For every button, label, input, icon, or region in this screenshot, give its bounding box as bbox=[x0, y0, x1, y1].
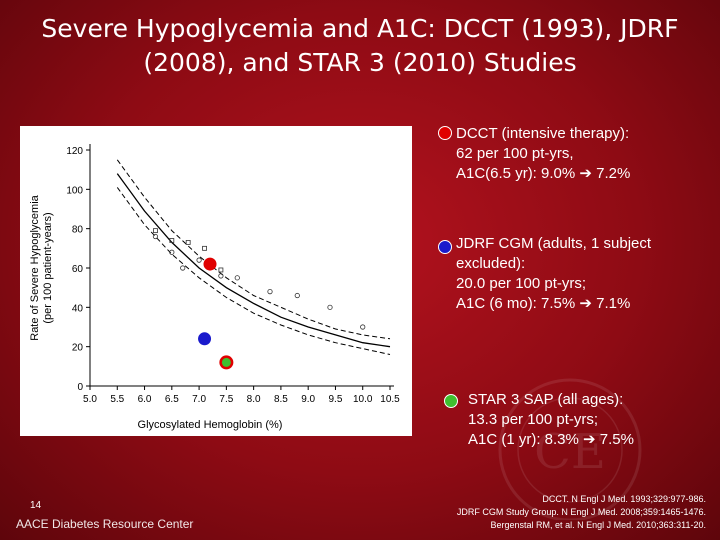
page-number: 14 bbox=[30, 500, 42, 511]
x-tick-label: 5.0 bbox=[83, 394, 97, 405]
legend-jdrf-line-1: JDRF CGM (adults, 1 subject bbox=[456, 235, 652, 252]
citation-2: JDRF CGM Study Group. N Engl J Med. 2008… bbox=[456, 507, 706, 517]
y-tick-label: 40 bbox=[72, 303, 84, 314]
slide-title: Severe Hypoglycemia and A1C: DCCT (1993)… bbox=[0, 12, 720, 80]
citation-3: Bergenstal RM, et al. N Engl J Med. 2010… bbox=[490, 520, 706, 530]
x-axis-label: Glycosylated Hemoglobin (%) bbox=[138, 419, 283, 431]
legend-jdrf-line-2: excluded): bbox=[456, 255, 526, 272]
blue-highlight-point bbox=[198, 332, 212, 346]
open-circle-marker bbox=[234, 275, 240, 281]
y-tick-label: 80 bbox=[72, 225, 84, 236]
x-tick-label: 8.0 bbox=[247, 394, 261, 405]
green-highlight-point bbox=[221, 357, 231, 367]
upper-confidence-curve bbox=[116, 159, 391, 340]
open-circle-marker bbox=[152, 233, 159, 240]
aace-seal-watermark: CE bbox=[498, 378, 642, 520]
x-tick-label: 5.5 bbox=[110, 394, 124, 405]
x-tick-label: 8.5 bbox=[274, 394, 288, 405]
open-circle-marker bbox=[360, 324, 366, 330]
legend-star3-line-3: A1C (1 yr): 8.3% ➔ 7.5% bbox=[468, 431, 634, 448]
open-circle-marker bbox=[218, 273, 224, 279]
fitted-curve bbox=[116, 173, 391, 348]
open-square-marker bbox=[153, 228, 158, 234]
x-tick-label: 9.5 bbox=[329, 394, 343, 405]
legend-dcct-line-3: A1C(6.5 yr): 9.0% ➔ 7.2% bbox=[456, 165, 631, 182]
y-tick-label: 60 bbox=[72, 264, 84, 275]
x-tick-label: 7.5 bbox=[219, 394, 233, 405]
open-square-marker bbox=[202, 245, 207, 251]
x-tick-label: 6.0 bbox=[138, 394, 152, 405]
open-circle-marker bbox=[180, 265, 186, 271]
watermark-letters: CE bbox=[534, 424, 606, 480]
open-circle-marker bbox=[196, 257, 202, 263]
open-square-marker bbox=[185, 240, 191, 245]
open-square-marker bbox=[169, 238, 175, 243]
x-tick-label: 7.0 bbox=[192, 394, 206, 405]
open-square-marker bbox=[218, 267, 224, 273]
open-circle-marker bbox=[267, 289, 273, 295]
open-circle-marker bbox=[327, 304, 333, 310]
red-highlight-point bbox=[203, 257, 217, 271]
citation-1: DCCT. N Engl J Med. 1993;329:977-986. bbox=[542, 494, 706, 504]
chart-panel: 0 20 40 60 80 100 120 5.0 5.5 6.0 6.5 7.0 7.5 8.0 8.5 9… bbox=[20, 126, 412, 436]
citations: DCCT. N Engl J Med. 1993;329:977-986. JD… bbox=[386, 493, 706, 532]
legend-star3-line-1: STAR 3 SAP (all ages): bbox=[468, 391, 624, 408]
y-tick-label: 100 bbox=[66, 185, 83, 196]
open-circle-marker bbox=[169, 249, 175, 255]
footer-brand: AACE Diabetes Resource Center bbox=[16, 517, 194, 531]
x-tick-label: 10.5 bbox=[380, 394, 400, 405]
legend-dcct-line-1: DCCT (intensive therapy): bbox=[456, 125, 630, 142]
lower-confidence-curve bbox=[116, 187, 391, 355]
blue-dot-icon bbox=[438, 240, 452, 254]
hypoglycemia-chart: 0 20 40 60 80 100 120 5.0 5.5 6.0 6.5 7.0 7.5 8.0 8.5 9… bbox=[29, 144, 400, 431]
x-tick-label: 6.5 bbox=[165, 394, 179, 405]
legend-jdrf-line-4: A1C (6 mo): 7.5% ➔ 7.1% bbox=[456, 295, 631, 312]
y-tick-label: 20 bbox=[72, 343, 84, 354]
y-axis-label: Rate of Severe Hypoglycemia(per 100 pati… bbox=[29, 194, 54, 340]
red-dot-icon bbox=[438, 126, 452, 140]
legend-jdrf-line-3: 20.0 per 100 pt-yrs; bbox=[456, 275, 587, 292]
y-tick-label: 120 bbox=[66, 146, 83, 157]
x-tick-label: 9.0 bbox=[301, 394, 315, 405]
y-axis-label-line-1: Rate of Severe Hypoglycemia bbox=[29, 194, 41, 340]
y-tick-label: 0 bbox=[77, 382, 83, 393]
x-tick-label: 10.0 bbox=[353, 394, 373, 405]
title-line-1: Severe Hypoglycemia and A1C: DCCT (1993)… bbox=[41, 14, 679, 43]
y-axis-label-line-2: (per 100 patient-years) bbox=[42, 212, 54, 323]
title-line-2: (2008), and STAR 3 (2010) Studies bbox=[143, 48, 577, 77]
green-dot-icon bbox=[444, 394, 458, 408]
legend-star3-line-2: 13.3 per 100 pt-yrs; bbox=[468, 411, 599, 428]
open-circle-marker bbox=[294, 292, 300, 299]
legend-dcct-line-2: 62 per 100 pt-yrs, bbox=[456, 145, 574, 162]
